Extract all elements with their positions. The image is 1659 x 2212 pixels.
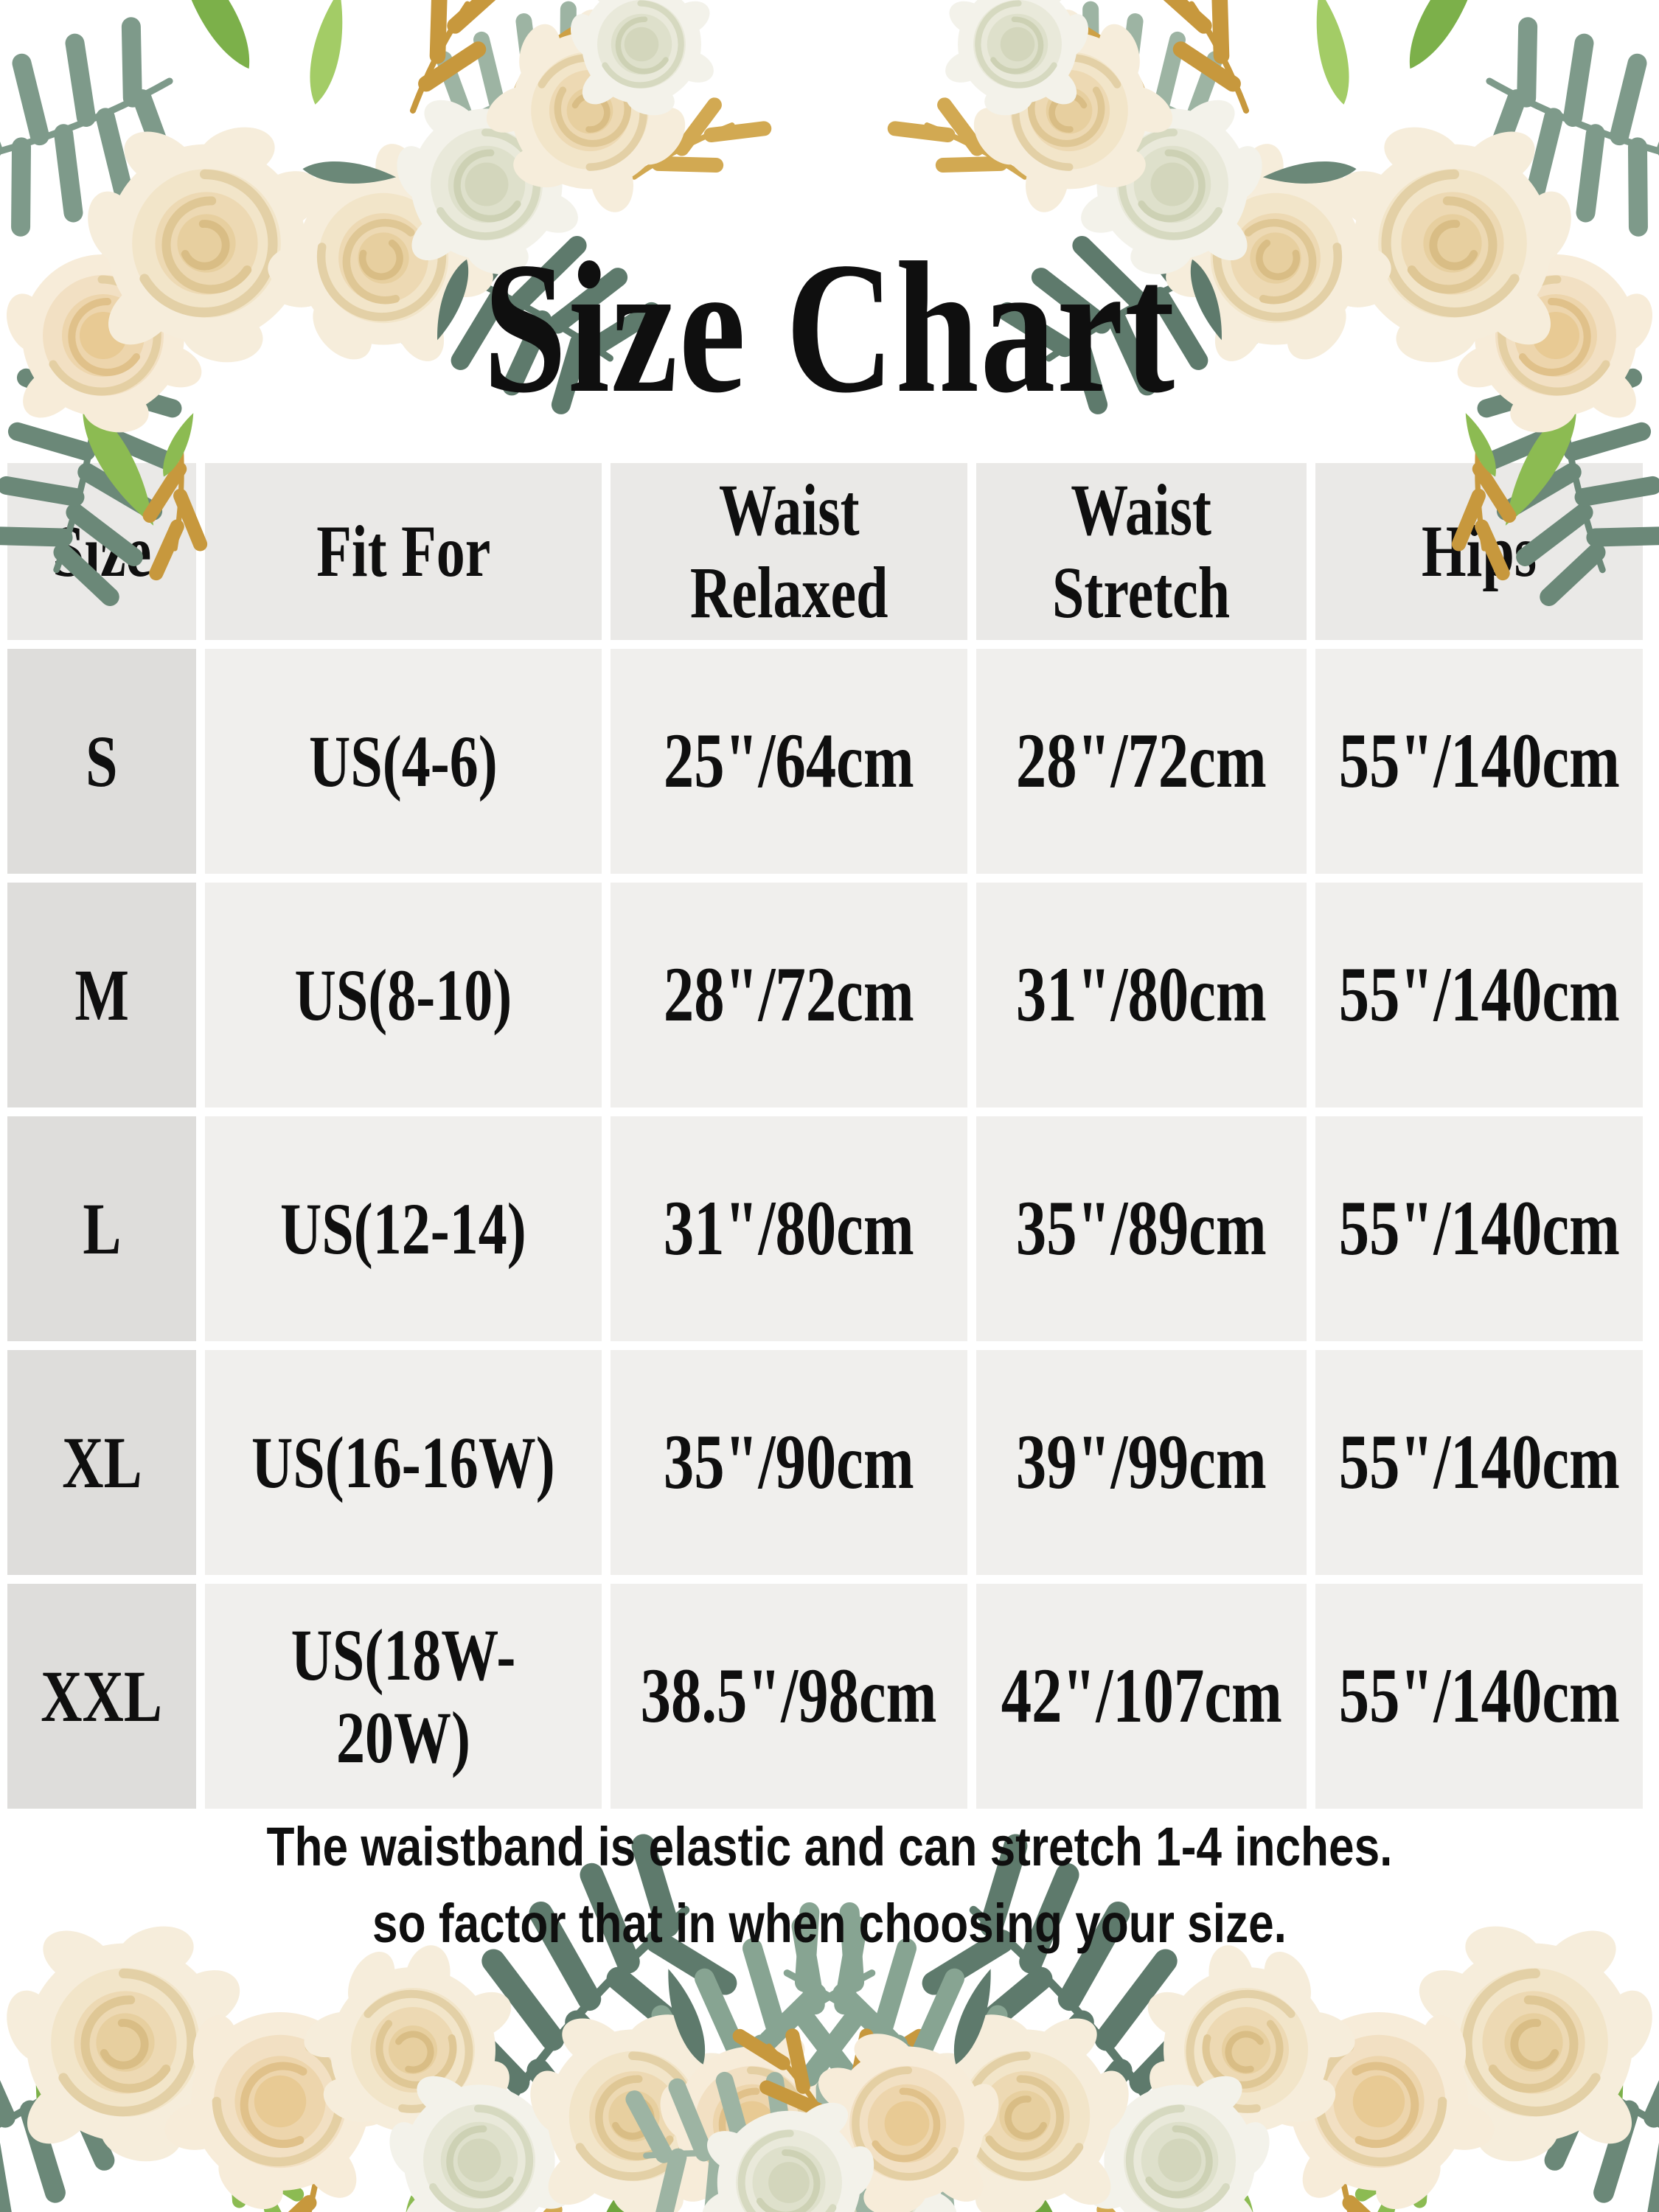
column-header-waist-stretch-label: Waist Stretch [1052,469,1231,633]
cell-l-waist-stretch-value: 35"/89cm [1016,1185,1267,1272]
cell-xxl-fit-for: US(18W-20W) [205,1584,602,1809]
cell-s-waist-relaxed: 25"/64cm [611,649,967,874]
waistband-note-line-2: so factor that in when choosing your siz… [372,1893,1287,1954]
cell-m-waist-relaxed: 28"/72cm [611,883,967,1107]
cell-m-fit-for: US(8-10) [205,883,602,1107]
cell-s-fit-for: US(4-6) [205,649,602,874]
column-header-waist-stretch: Waist Stretch [976,463,1307,640]
cell-xl-hips-value: 55"/140cm [1338,1419,1620,1506]
cell-m-waist-stretch-value: 31"/80cm [1016,951,1267,1038]
cell-m-hips: 55"/140cm [1315,883,1643,1107]
waistband-note-line-1: The waistband is elastic and can stretch… [266,1816,1393,1877]
cell-xxl-waist-stretch: 42"/107cm [976,1584,1307,1809]
cell-xxl-fit-for-value: US(18W-20W) [291,1613,516,1778]
cell-m-fit-for-value: US(8-10) [294,953,512,1036]
cell-l-fit-for-value: US(12-14) [280,1187,526,1270]
cell-xl-waist-relaxed-value: 35"/90cm [664,1419,914,1506]
cell-m-waist-relaxed-value: 28"/72cm [664,951,914,1038]
column-header-fit-for: Fit For [205,463,602,640]
cell-s-waist-stretch-value: 28"/72cm [1016,717,1267,804]
cell-s-size-label: S [86,720,118,802]
cell-xl-waist-stretch: 39"/99cm [976,1350,1307,1575]
cell-s-hips: 55"/140cm [1315,649,1643,874]
cell-l-waist-relaxed-value: 31"/80cm [664,1185,914,1272]
cell-xxl-waist-relaxed: 38.5"/98cm [611,1584,967,1809]
cell-l-waist-relaxed: 31"/80cm [611,1116,967,1341]
cell-xxl-size-label: XXL [41,1655,163,1737]
cell-s-waist-relaxed-value: 25"/64cm [664,717,914,804]
cell-m-size: M [7,883,196,1107]
cell-xl-size-label: XL [61,1421,142,1503]
cell-xxl-waist-relaxed-value: 38.5"/98cm [641,1652,937,1739]
cell-l-size: L [7,1116,196,1341]
column-header-hips: Hips [1315,463,1643,640]
column-header-waist-relaxed-label: Waist Relaxed [689,469,888,633]
cell-s-hips-value: 55"/140cm [1338,717,1620,804]
cell-xl-fit-for: US(16-16W) [205,1350,602,1575]
cell-xxl-waist-stretch-value: 42"/107cm [1001,1652,1282,1739]
cell-xl-fit-for-value: US(16-16W) [251,1421,555,1503]
column-header-size: Size [7,463,196,640]
cell-m-waist-stretch: 31"/80cm [976,883,1307,1107]
cell-m-hips-value: 55"/140cm [1338,951,1620,1038]
cell-m-size-label: M [74,953,129,1036]
cell-xxl-hips: 55"/140cm [1315,1584,1643,1809]
cell-xxl-hips-value: 55"/140cm [1338,1652,1620,1739]
cell-l-waist-stretch: 35"/89cm [976,1116,1307,1341]
cell-s-fit-for-value: US(4-6) [309,720,498,802]
column-header-hips-label: Hips [1421,510,1537,592]
cell-s-waist-stretch: 28"/72cm [976,649,1307,874]
cell-l-fit-for: US(12-14) [205,1116,602,1341]
cell-xxl-size: XXL [7,1584,196,1809]
cell-l-size-label: L [82,1187,122,1270]
column-header-size-label: Size [52,510,152,592]
cell-xl-waist-stretch-value: 39"/99cm [1016,1419,1267,1506]
cell-xl-hips: 55"/140cm [1315,1350,1643,1575]
cell-l-hips-value: 55"/140cm [1338,1185,1620,1272]
page-title: Size Chart [483,224,1176,432]
column-header-fit-for-label: Fit For [316,510,491,592]
size-chart-table: Size Fit For Waist Relaxed Waist Stretch… [7,463,1643,1809]
cell-l-hips: 55"/140cm [1315,1116,1643,1341]
cell-s-size: S [7,649,196,874]
cell-xl-size: XL [7,1350,196,1575]
cell-xl-waist-relaxed: 35"/90cm [611,1350,967,1575]
column-header-waist-relaxed: Waist Relaxed [611,463,967,640]
